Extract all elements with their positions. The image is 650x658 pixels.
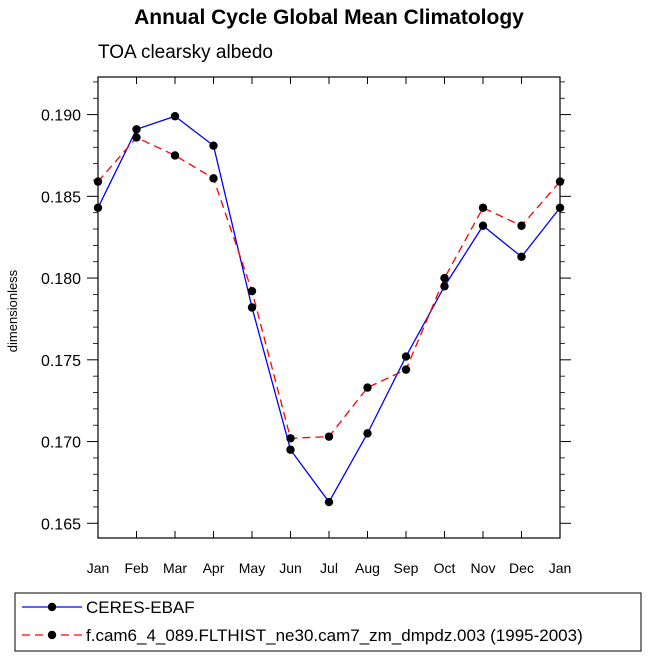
y-tick-label: 0.185 [41,189,81,206]
y-tick-label: 0.190 [41,108,81,125]
data-point-series-1 [247,303,257,312]
y-tick-label: 0.175 [41,353,81,370]
data-point-series-2 [209,174,218,183]
data-point-series-2 [363,383,372,392]
x-tick-label: May [239,560,265,576]
legend-marker-series-2 [47,630,57,640]
data-point-series-2 [132,133,141,142]
data-point-series-2 [401,365,411,374]
data-point-series-2 [324,432,334,441]
y-tick-label: 0.165 [41,516,81,533]
data-point-series-2 [555,177,565,186]
data-point-series-2 [286,434,295,443]
x-tick-label: Sep [394,560,419,576]
data-point-series-2 [440,273,449,283]
series-layer [93,112,565,507]
legend-marker-series-1 [47,602,57,612]
x-axis: Jan Feb Mar Apr May Jun Jul Aug Sep Oct Nov Dec Jan [87,77,572,576]
chart-subtitle: TOA clearsky albedo [98,42,273,63]
plot-area [97,76,561,539]
chart-title: Annual Cycle Global Mean Climatology [134,6,524,29]
data-point-series-2 [478,203,488,212]
x-tick-label: Feb [124,560,148,576]
x-tick-label: Jan [87,560,110,576]
x-tick-label: Nov [471,560,496,576]
series-line-1 [97,115,561,504]
y-tick-label: 0.170 [41,435,81,452]
x-tick-label: Aug [355,560,380,576]
data-point-series-1 [324,497,334,507]
data-point-series-1 [517,252,526,262]
x-tick-label: Jul [320,560,338,576]
data-point-series-2 [170,151,180,160]
data-point-series-2 [517,221,526,230]
data-point-series-1 [363,429,372,438]
data-point-series-1 [93,203,103,212]
data-point-series-1 [440,282,449,291]
data-point-series-1 [170,112,180,121]
legend-box [14,592,642,652]
data-point-series-1 [286,445,295,454]
data-point-series-2 [93,177,103,186]
x-tick-label: Mar [163,560,187,576]
x-tick-label: Jan [549,560,572,576]
data-point-series-2 [247,286,257,296]
minor-ticks [93,81,565,508]
y-axis: 0.165 0.170 0.175 0.180 0.185 0.190 [41,108,571,533]
legend: CERES-EBAF f.cam6_4_089.FLTHIST_ne30.cam… [14,592,642,652]
series-line-2 [97,136,561,439]
x-tick-label: Oct [434,560,456,576]
data-point-series-1 [555,203,565,212]
data-point-series-1 [478,221,488,230]
data-point-series-1 [401,352,411,361]
legend-label-series-1: CERES-EBAF [86,598,195,617]
x-tick-label: Dec [509,560,534,576]
x-tick-label: Jun [279,560,302,576]
y-axis-label: dimensionless [5,269,20,352]
data-point-series-1 [209,141,218,150]
data-point-series-1 [132,125,141,134]
y-tick-label: 0.180 [41,271,81,288]
legend-label-series-2: f.cam6_4_089.FLTHIST_ne30.cam7_zm_dmpdz.… [86,626,583,645]
x-tick-label: Apr [203,560,225,576]
